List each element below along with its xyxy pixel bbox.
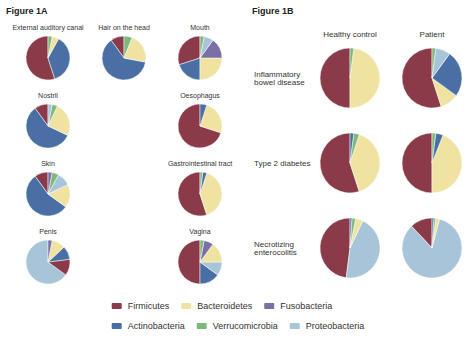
svg-text:Nostril: Nostril	[38, 92, 58, 99]
svg-text:bowel disease: bowel disease	[254, 78, 305, 87]
svg-text:Necrotizing: Necrotizing	[254, 239, 294, 249]
svg-text:enterocolitis: enterocolitis	[254, 248, 297, 257]
svg-text:Fusobacteria: Fusobacteria	[280, 301, 332, 311]
svg-text:Mouth: Mouth	[190, 24, 210, 31]
svg-text:Skin: Skin	[41, 160, 55, 167]
svg-text:Type 2 diabetes: Type 2 diabetes	[254, 159, 310, 168]
svg-text:Bacteroidetes: Bacteroidetes	[197, 301, 253, 311]
svg-text:Firmicutes: Firmicutes	[128, 301, 170, 311]
svg-text:Inflammatory: Inflammatory	[254, 69, 301, 79]
svg-text:Proteobacteria: Proteobacteria	[306, 321, 365, 331]
svg-text:Figure 1A: Figure 1A	[6, 6, 48, 16]
svg-text:Penis: Penis	[39, 228, 57, 235]
svg-text:Oesophagus: Oesophagus	[180, 92, 220, 100]
svg-text:Hair on the head: Hair on the head	[98, 24, 150, 31]
svg-text:External auditory canal: External auditory canal	[12, 24, 84, 32]
svg-text:Vagina: Vagina	[189, 228, 210, 236]
svg-text:Patient: Patient	[420, 30, 446, 39]
svg-text:Healthy control: Healthy control	[323, 30, 377, 39]
svg-text:Gastrointestinal tract: Gastrointestinal tract	[168, 160, 232, 167]
svg-text:Figure 1B: Figure 1B	[252, 6, 294, 16]
svg-text:Verrucomicrobia: Verrucomicrobia	[213, 321, 278, 331]
svg-text:Actinobacteria: Actinobacteria	[128, 321, 185, 331]
